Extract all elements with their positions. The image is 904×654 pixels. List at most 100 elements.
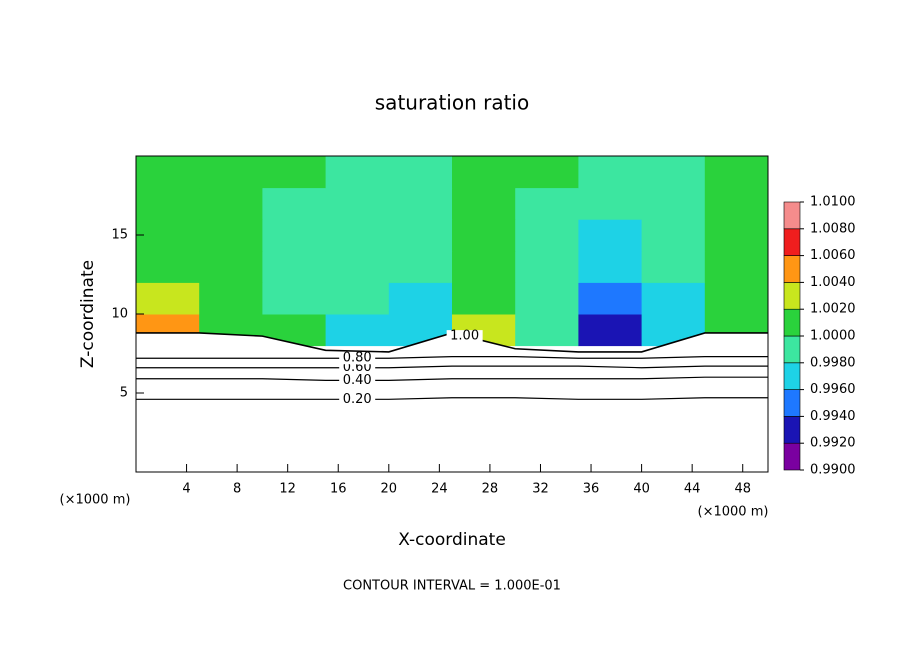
field-cell	[199, 156, 263, 189]
colorbar-swatch	[783, 308, 801, 337]
field-cell	[262, 219, 327, 252]
y-unit-label: (×1000 m)	[60, 493, 131, 508]
field-cell	[136, 187, 200, 220]
colorbar-swatch	[783, 201, 801, 230]
contour-label: 0.80	[343, 351, 372, 366]
field-cell	[578, 187, 643, 220]
x-tick-label: 28	[482, 482, 499, 497]
contour-line	[136, 376, 768, 381]
x-tick-label: 8	[233, 482, 241, 497]
contour-line	[136, 365, 768, 369]
x-tick-label: 24	[431, 482, 448, 497]
field-cell	[515, 219, 579, 252]
x-tick-label: 20	[381, 482, 398, 497]
field-cell	[388, 219, 453, 252]
field-cell	[578, 250, 643, 283]
field-cell	[262, 156, 327, 189]
field-cell	[515, 282, 579, 315]
y-axis-label: Z-coordinate	[78, 260, 98, 368]
x-tick-label: 12	[279, 482, 296, 497]
field-cell	[704, 282, 769, 315]
field-cell	[262, 250, 327, 283]
colorbar-swatch	[783, 389, 801, 417]
field-cell	[136, 282, 200, 315]
field-cell	[704, 156, 769, 189]
x-tick-label: 48	[734, 482, 751, 497]
field-cell	[199, 250, 263, 283]
colorbar-swatch	[783, 362, 801, 390]
colorbar-swatch	[783, 228, 801, 256]
field-cell	[452, 187, 516, 220]
x-tick-label: 32	[532, 482, 549, 497]
contour-line	[136, 397, 768, 400]
colorbar-swatch	[783, 255, 801, 283]
x-tick-label: 36	[583, 482, 600, 497]
field-cell	[452, 282, 516, 315]
colorbar-label: 0.9900	[810, 463, 856, 478]
colorbar-swatch	[783, 416, 801, 444]
contour-label-bg	[446, 330, 483, 343]
field-cell	[641, 250, 706, 283]
y-tick-label: 15	[111, 228, 128, 243]
x-unit-label: (×1000 m)	[698, 505, 769, 520]
field-cell	[136, 250, 200, 283]
contour-label: 0.20	[343, 392, 372, 407]
colorbar-label: 1.0020	[810, 302, 856, 317]
field-cell	[388, 187, 453, 220]
field-cell	[325, 282, 390, 315]
field-cell	[262, 187, 327, 220]
contour-label-bg	[339, 352, 376, 365]
field-cell	[388, 282, 453, 315]
field-cell	[325, 187, 390, 220]
field-cell	[452, 250, 516, 283]
x-tick-label: 44	[684, 482, 701, 497]
field-cell	[325, 314, 390, 347]
colorbar-label: 0.9960	[810, 382, 856, 397]
y-tick-label: 10	[111, 307, 128, 322]
colorbar-label: 0.9920	[810, 436, 856, 451]
field-cell	[641, 187, 706, 220]
contour-line	[136, 356, 768, 359]
field-cell	[199, 219, 263, 252]
field-cell	[578, 156, 643, 189]
field-cell	[325, 156, 390, 189]
field-cell	[325, 219, 390, 252]
field-cell	[578, 282, 643, 315]
footer: CONTOUR INTERVAL = 1.000E-01	[343, 579, 561, 594]
colorbar-swatch	[783, 282, 801, 310]
x-axis-label: X-coordinate	[398, 530, 506, 550]
colorbar-label: 1.0100	[810, 195, 856, 210]
field-cell	[452, 156, 516, 189]
field-cell	[704, 219, 769, 252]
colorbar-label: 1.0000	[810, 329, 856, 344]
colorbar-swatch	[783, 335, 801, 364]
contour-label-bg	[339, 393, 376, 406]
y-tick-label: 5	[120, 386, 128, 401]
x-tick-label: 4	[182, 482, 190, 497]
colorbar-label: 1.0040	[810, 275, 856, 290]
colorbar-label: 1.0060	[810, 248, 856, 263]
field-cell	[578, 219, 643, 252]
field-cell	[704, 187, 769, 220]
field-cell	[262, 282, 327, 315]
field-cell	[136, 156, 200, 189]
chart-title: saturation ratio	[375, 91, 529, 115]
contour-label: 1.00	[450, 329, 479, 344]
field-cell	[578, 314, 643, 347]
field-cell	[515, 314, 579, 347]
colorbar-label: 0.9980	[810, 355, 856, 370]
field-cell	[515, 187, 579, 220]
contour-label: 0.40	[343, 373, 372, 388]
x-tick-label: 16	[330, 482, 347, 497]
contour-label-bg	[339, 374, 376, 387]
field-cell	[199, 187, 263, 220]
subsaturated-area	[136, 332, 768, 472]
x-tick-label: 40	[633, 482, 650, 497]
colorbar-label: 1.0080	[810, 221, 856, 236]
colorbar-label: 0.9940	[810, 409, 856, 424]
field-cell	[515, 156, 579, 189]
field-cell	[515, 250, 579, 283]
field-cell	[199, 282, 263, 315]
